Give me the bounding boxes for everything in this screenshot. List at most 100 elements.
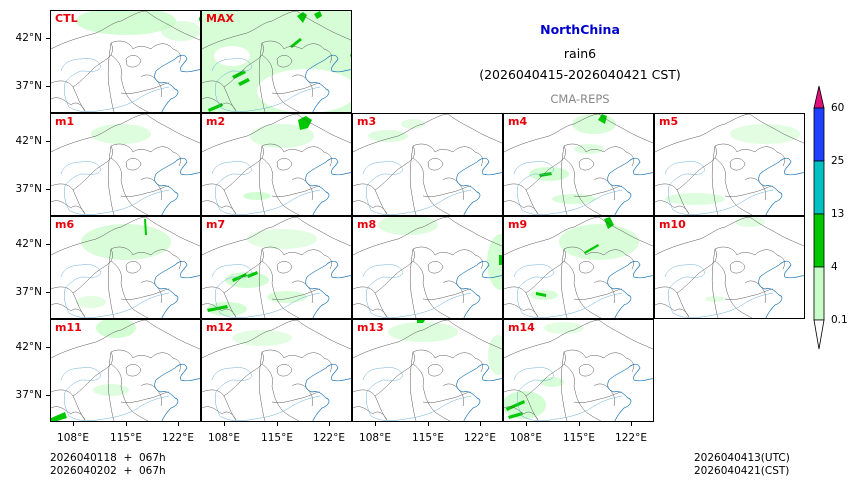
map-panel-m6: m6 — [50, 216, 201, 319]
lat-label: 37°N — [15, 389, 42, 401]
panel-label: m14 — [508, 321, 535, 334]
lon-label: 108°E — [359, 432, 391, 444]
model-title: CMA-REPS — [550, 92, 610, 106]
precip-map — [202, 114, 351, 215]
precip-map — [51, 114, 200, 215]
precip-map — [51, 217, 200, 318]
lon-label: 108°E — [57, 432, 89, 444]
map-panel-m13: m13 — [352, 319, 503, 422]
panel-label: m8 — [357, 218, 377, 231]
valid-time-cst: 2026040421(CST) — [694, 465, 790, 477]
panel-label: m6 — [55, 218, 75, 231]
map-panel-ctl: CTL — [50, 10, 201, 113]
map-panel-m14: m14 — [503, 319, 654, 422]
panel-label: m4 — [508, 115, 528, 128]
map-panel-m2: m2 — [201, 113, 352, 216]
variable-title: rain6 — [563, 46, 597, 61]
colorbar-label: 13 — [831, 208, 845, 220]
lon-label: 108°E — [208, 432, 240, 444]
lat-tick — [46, 395, 50, 396]
precip-map — [202, 320, 351, 421]
lat-label: 42°N — [15, 238, 42, 250]
panel-label: m1 — [55, 115, 75, 128]
lon-tick — [126, 422, 127, 426]
map-panel-m7: m7 — [201, 216, 352, 319]
precip-map — [504, 114, 653, 215]
lat-tick — [46, 244, 50, 245]
precip-map — [202, 11, 351, 112]
lat-label: 37°N — [15, 286, 42, 298]
lat-label: 42°N — [15, 135, 42, 147]
lon-label: 108°E — [510, 432, 542, 444]
lon-label: 115°E — [261, 432, 293, 444]
map-panel-max: MAX — [201, 10, 352, 113]
panel-label: m12 — [206, 321, 233, 334]
panel-label: CTL — [55, 12, 78, 25]
lat-label: 42°N — [15, 341, 42, 353]
panel-label: m10 — [659, 218, 686, 231]
panel-label: m5 — [659, 115, 679, 128]
colorbar-label: 4 — [831, 261, 838, 273]
lon-tick — [375, 422, 376, 426]
map-panel-m4: m4 — [503, 113, 654, 216]
lon-tick — [224, 422, 225, 426]
init-time-line2: 2026040202 + 067h — [50, 465, 166, 477]
map-panel-m8: m8 — [352, 216, 503, 319]
precip-map — [353, 114, 502, 215]
lat-tick — [46, 86, 50, 87]
lat-label: 37°N — [15, 183, 42, 195]
panel-label: m7 — [206, 218, 226, 231]
lat-label: 42°N — [15, 32, 42, 44]
map-panel-m11: m11 — [50, 319, 201, 422]
precip-map — [353, 320, 502, 421]
precip-map — [504, 320, 653, 421]
lon-tick — [631, 422, 632, 426]
colorbar — [813, 85, 825, 350]
lat-tick — [46, 38, 50, 39]
lon-tick — [73, 422, 74, 426]
lat-tick — [46, 292, 50, 293]
lat-tick — [46, 141, 50, 142]
precip-map — [51, 320, 200, 421]
lon-tick — [579, 422, 580, 426]
panel-label: m13 — [357, 321, 384, 334]
colorbar-label: 0.1 — [831, 314, 848, 326]
lon-label: 122°E — [313, 432, 345, 444]
lon-label: 122°E — [464, 432, 496, 444]
map-panel-m5: m5 — [654, 113, 805, 216]
colorbar-band-light-green — [813, 266, 825, 321]
lon-tick — [480, 422, 481, 426]
lon-tick — [178, 422, 179, 426]
colorbar-under-triangle — [813, 319, 825, 350]
precip-map — [655, 217, 804, 318]
panel-label: m3 — [357, 115, 377, 128]
panel-label: m11 — [55, 321, 82, 334]
lat-tick — [46, 189, 50, 190]
map-panel-m1: m1 — [50, 113, 201, 216]
init-time-line1: 2026040118 + 067h — [50, 452, 166, 464]
colorbar-band-green — [813, 213, 825, 268]
colorbar-over-triangle — [813, 85, 825, 109]
lat-tick — [46, 347, 50, 348]
precip-map — [655, 114, 804, 215]
valid-time-utc: 2026040413(UTC) — [694, 452, 790, 464]
map-panel-m12: m12 — [201, 319, 352, 422]
map-panel-m10: m10 — [654, 216, 805, 319]
map-panel-m9: m9 — [503, 216, 654, 319]
lon-label: 122°E — [615, 432, 647, 444]
colorbar-label: 60 — [831, 102, 845, 114]
colorbar-label: 25 — [831, 155, 845, 167]
lat-label: 37°N — [15, 80, 42, 92]
precip-map — [504, 217, 653, 318]
panel-label: m9 — [508, 218, 528, 231]
lon-label: 115°E — [563, 432, 595, 444]
panel-label: MAX — [206, 12, 234, 25]
map-panel-m3: m3 — [352, 113, 503, 216]
lon-tick — [526, 422, 527, 426]
panel-label: m2 — [206, 115, 226, 128]
region-title: NorthChina — [540, 22, 620, 37]
colorbar-band-cyan — [813, 160, 825, 215]
lon-label: 122°E — [162, 432, 194, 444]
precip-map — [202, 217, 351, 318]
precip-map — [51, 11, 200, 112]
